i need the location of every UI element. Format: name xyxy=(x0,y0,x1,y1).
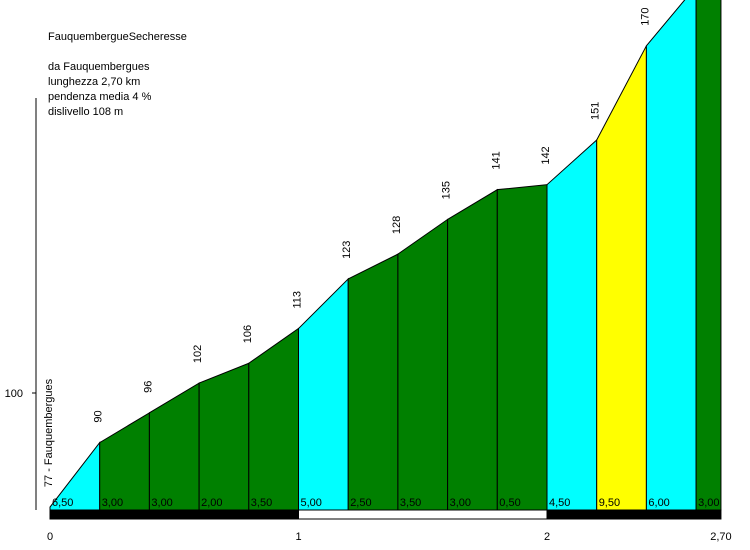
x-tick-label: 2,70 xyxy=(710,531,731,543)
profile-segment xyxy=(99,411,150,511)
elevation-label: 135 xyxy=(441,181,453,199)
elevation-label: 151 xyxy=(590,102,602,120)
segment-grade-label: 5,00 xyxy=(301,497,322,509)
segment-grade-label: 3,00 xyxy=(151,497,172,509)
x-tick-label: 0 xyxy=(47,531,53,543)
segment-grade-label: 3,50 xyxy=(400,497,421,509)
profile-segment xyxy=(596,45,647,511)
profile-segment xyxy=(148,382,200,511)
profile-segment xyxy=(347,253,399,511)
kilometer-bar-section xyxy=(298,509,548,520)
profile-segment xyxy=(298,277,349,511)
kilometer-bar-section xyxy=(546,509,722,520)
elevation-label: 106 xyxy=(242,325,254,343)
profile-segments xyxy=(49,0,722,511)
segment-grade-label: 2,00 xyxy=(201,497,222,509)
profile-labels: 6,50 3,00 3,00 2,00 3,50 5,00 2,50 3,50 3,00 0,50… xyxy=(43,7,732,543)
segment-grade-label: 3,50 xyxy=(251,497,272,509)
profile-segment xyxy=(496,184,548,511)
chart-title: FauquembergueSecheresse xyxy=(48,31,187,43)
y-axis-tick-label: 100 xyxy=(5,388,23,400)
segment-grade-label: 3,00 xyxy=(698,497,719,509)
route-length: lunghezza 2,70 km xyxy=(48,76,141,88)
segment-grade-label: 3,00 xyxy=(102,497,123,509)
profile-segment xyxy=(695,0,722,511)
elevation-label: 90 xyxy=(93,410,105,422)
segment-grade-label: 6,50 xyxy=(52,497,73,509)
elevation-label: 113 xyxy=(292,291,304,309)
elevation-label: 102 xyxy=(192,345,204,363)
x-tick-label: 1 xyxy=(295,531,301,543)
kilometer-bar-section xyxy=(49,509,299,520)
segment-grade-label: 9,50 xyxy=(599,497,620,509)
route-elevation-gain: dislivello 108 m xyxy=(48,106,124,118)
segment-grade-label: 2,50 xyxy=(350,497,371,509)
kilometer-bar xyxy=(49,509,722,520)
route-start: da Fauquembergues xyxy=(48,61,150,73)
profile-segment xyxy=(198,362,250,511)
elevation-label: 141 xyxy=(490,151,502,169)
elevation-label: 123 xyxy=(341,241,353,259)
x-tick-label: 2 xyxy=(544,531,550,543)
start-label: 77 - Fauquembergues xyxy=(43,378,55,487)
profile-segment xyxy=(397,218,449,511)
elevation-label: 128 xyxy=(391,216,403,234)
segment-grade-label: 3,00 xyxy=(450,497,471,509)
segment-grade-label: 6,00 xyxy=(648,497,669,509)
elevation-label: 142 xyxy=(540,146,552,164)
segment-grade-label: 0,50 xyxy=(499,497,520,509)
elevation-label: 96 xyxy=(142,381,154,393)
route-info: da Fauquembergues lunghezza 2,70 km pend… xyxy=(48,60,151,120)
profile-segment xyxy=(546,138,598,511)
segment-grade-label: 4,50 xyxy=(549,497,570,509)
elevation-label: 170 xyxy=(639,7,651,25)
route-avg-grade: pendenza media 4 % xyxy=(48,91,152,103)
profile-segment xyxy=(645,0,697,511)
profile-segment xyxy=(248,327,299,511)
profile-segment xyxy=(447,188,498,511)
